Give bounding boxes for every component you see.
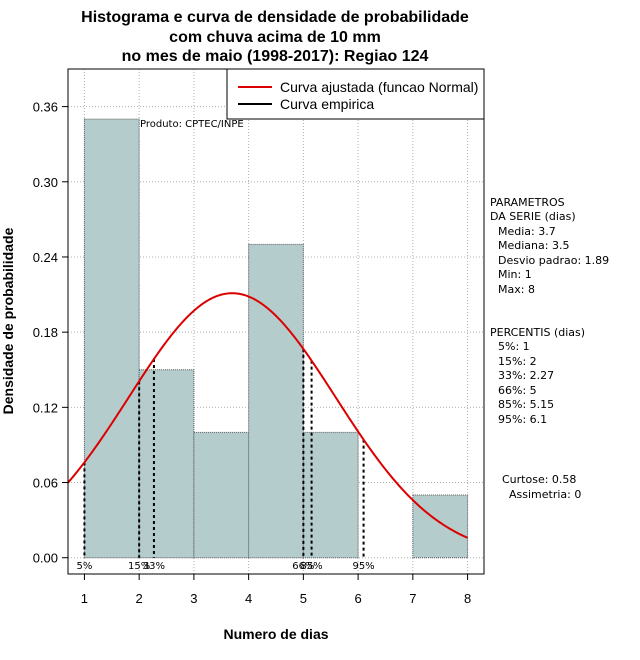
y-tick-label-5: 0.30 bbox=[33, 175, 58, 190]
histogram-bar-7 bbox=[412, 494, 469, 559]
percentile-label-3: 33% bbox=[143, 561, 165, 572]
legend: Curva ajustada (funcao Normal) Curva emp… bbox=[226, 68, 485, 120]
y-axis: 0.00 0.06 0.12 0.18 0.24 0.30 0.36 bbox=[33, 100, 68, 566]
y-tick-label-6: 0.36 bbox=[33, 100, 58, 115]
legend-box bbox=[226, 68, 485, 120]
y-tick-label-0: 0.00 bbox=[33, 551, 58, 566]
y-tick-label-3: 0.18 bbox=[33, 325, 58, 340]
parameter-median: Mediana: 3.5 bbox=[498, 239, 569, 252]
parameter-sd: Desvio padrao: 1.89 bbox=[498, 254, 609, 267]
legend-label-empirical: Curva empirica bbox=[280, 96, 374, 112]
percentile-85: 85%: 5.15 bbox=[498, 398, 554, 411]
percentiles-heading: PERCENTIS (dias) bbox=[490, 326, 585, 339]
x-axis-title: Numero de dias bbox=[223, 626, 328, 642]
parameter-mean: Media: 3.7 bbox=[498, 225, 556, 238]
percentile-label-4: 66% bbox=[292, 561, 314, 572]
x-tick-label-4: 4 bbox=[245, 591, 252, 606]
parameters-panel: PARAMETROS DA SERIE (dias) Media: 3.7 Me… bbox=[490, 196, 609, 296]
histogram-bar-3 bbox=[193, 431, 250, 559]
histogram-bar-2 bbox=[138, 369, 195, 559]
parameters-heading-2: DA SERIE (dias) bbox=[490, 210, 576, 223]
y-axis-title: Densidade de probabilidade bbox=[0, 227, 16, 414]
y-tick-label-2: 0.12 bbox=[33, 400, 58, 415]
kurtosis-value: Curtose: 0.58 bbox=[502, 473, 576, 486]
chart-title-line-2: com chuva acima de 10 mm bbox=[169, 29, 381, 46]
percentile-label-6: 95% bbox=[352, 561, 374, 572]
percentile-label-5: 85% bbox=[300, 561, 322, 572]
legend-label-fit: Curva ajustada (funcao Normal) bbox=[280, 79, 478, 95]
percentile-95: 95%: 6.1 bbox=[498, 413, 547, 426]
chart-title-line-1: Histograma e curva de densidade de proba… bbox=[81, 9, 469, 26]
histogram-bar-4 bbox=[248, 243, 304, 559]
x-tick-label-2: 2 bbox=[136, 591, 143, 606]
x-tick-label-1: 1 bbox=[81, 591, 88, 606]
percentile-5: 5%: 1 bbox=[498, 340, 530, 353]
percentile-lines: 5% 15%33% 66%85% 95% bbox=[76, 348, 375, 572]
x-tick-label-3: 3 bbox=[190, 591, 197, 606]
histogram-bars bbox=[83, 118, 469, 559]
histogram-bar-1 bbox=[83, 118, 140, 559]
x-tick-label-8: 8 bbox=[464, 591, 471, 606]
parameter-max: Max: 8 bbox=[498, 283, 535, 296]
shape-panel: Curtose: 0.58 Assimetria: 0 bbox=[502, 473, 581, 501]
x-axis: 1 2 3 4 5 6 7 8 bbox=[81, 574, 471, 606]
percentile-15: 15%: 2 bbox=[498, 355, 537, 368]
percentile-label-1: 5% bbox=[76, 561, 92, 572]
y-tick-label-4: 0.24 bbox=[33, 250, 58, 265]
percentiles-panel: PERCENTIS (dias) 5%: 1 15%: 2 33%: 2.27 … bbox=[490, 326, 585, 426]
parameters-heading-1: PARAMETROS bbox=[490, 196, 565, 209]
skewness-value: Assimetria: 0 bbox=[509, 488, 581, 501]
normal-fit-curve bbox=[67, 292, 468, 539]
product-note: Produto: CPTEC/INPE bbox=[140, 119, 244, 130]
percentile-label-2: 15% bbox=[128, 561, 150, 572]
x-tick-label-6: 6 bbox=[354, 591, 361, 606]
y-tick-label-1: 0.06 bbox=[33, 476, 58, 491]
chart-title-line-3: no mes de maio (1998-2017): Regiao 124 bbox=[122, 48, 429, 65]
x-tick-label-5: 5 bbox=[300, 591, 307, 606]
percentile-66: 66%: 5 bbox=[498, 384, 537, 397]
parameter-min: Min: 1 bbox=[498, 268, 532, 281]
percentile-33: 33%: 2.27 bbox=[498, 369, 554, 382]
x-tick-label-7: 7 bbox=[409, 591, 416, 606]
